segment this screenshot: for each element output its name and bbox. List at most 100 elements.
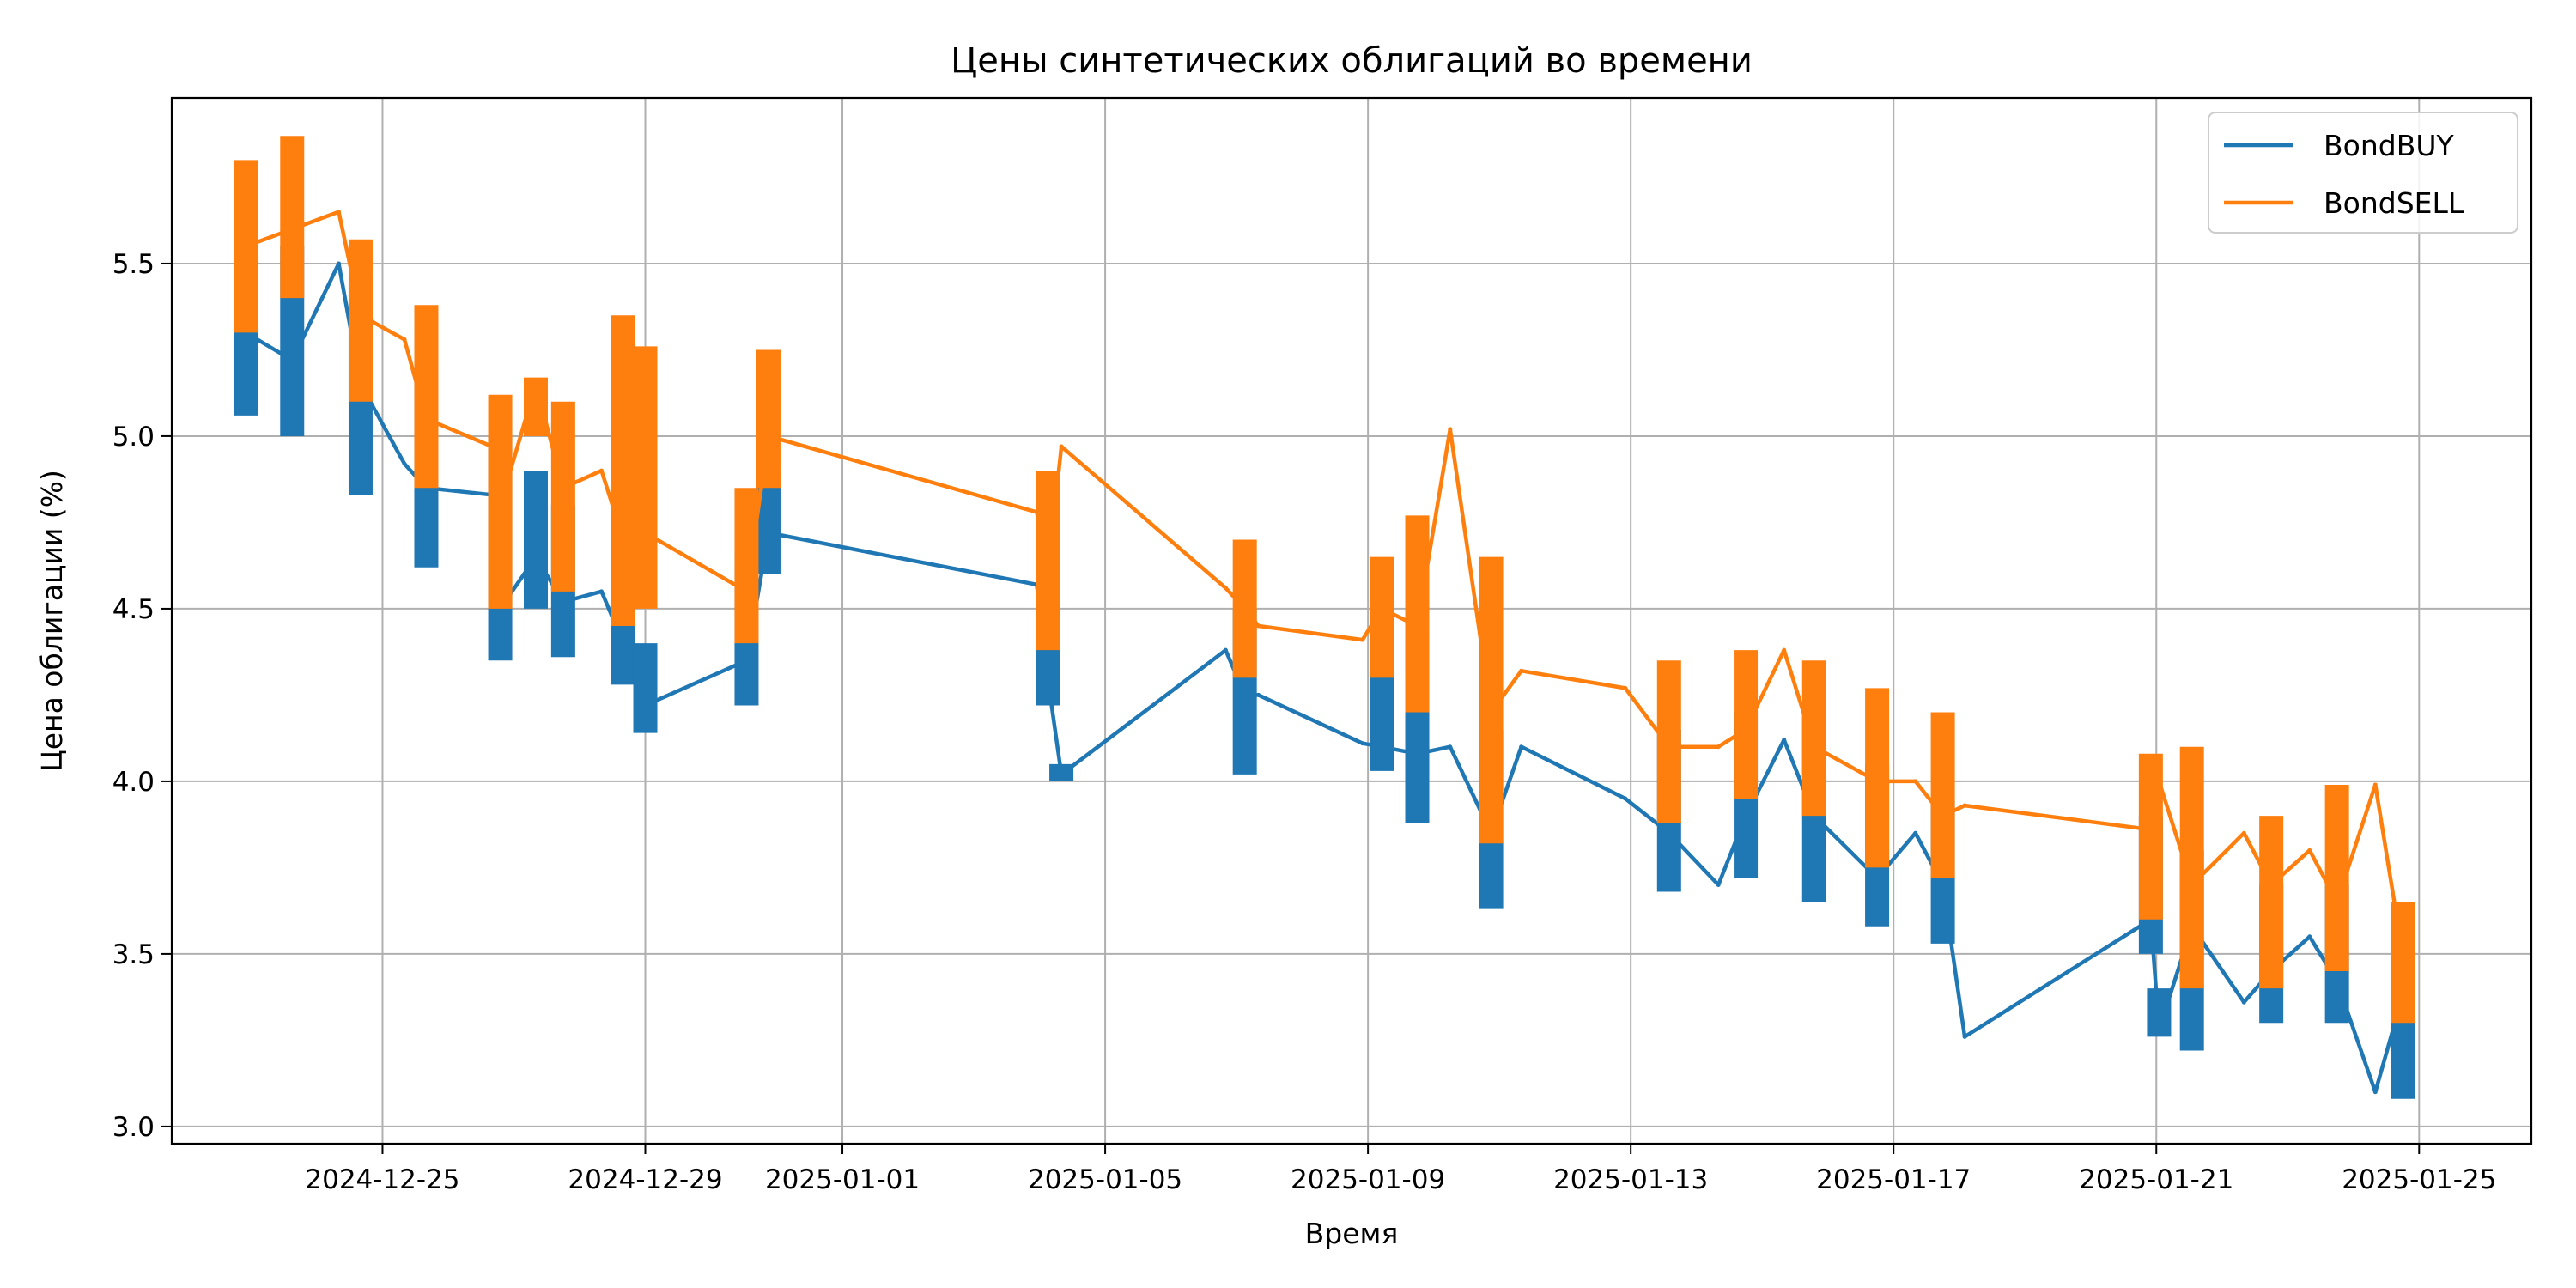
y-axis-label: Цена облигации (%) [35, 470, 69, 772]
data-point-bondbuy [1256, 692, 1261, 697]
data-point-bondsell [2190, 883, 2195, 888]
legend-label-bondbuy: BondBUY [2324, 129, 2454, 162]
data-point-bondsell [1519, 668, 1524, 673]
data-point-bondsell [289, 227, 295, 232]
data-point-bondbuy [643, 702, 648, 708]
data-point-bondsell [1782, 647, 1787, 653]
data-point-bondbuy [2241, 999, 2246, 1005]
data-point-bondsell [1242, 606, 1248, 611]
y-tick-label: 4.5 [112, 594, 155, 625]
x-axis: 2024-12-25 2024-12-29 2025-01-01 2025-01-05… [305, 1144, 2496, 1195]
data-point-bondsell [1223, 586, 1228, 591]
data-point-bondbuy [1242, 692, 1248, 697]
x-tick-label: 2025-01-09 [1291, 1164, 1445, 1195]
data-point-bondbuy [1962, 1034, 1967, 1039]
data-point-bondsell [1256, 623, 1261, 629]
data-point-bondsell [1045, 572, 1050, 577]
data-point-bondsell [599, 468, 605, 473]
y-tick-label: 3.0 [112, 1112, 155, 1143]
data-point-bondbuy [533, 555, 538, 560]
x-tick-label: 2024-12-29 [568, 1164, 722, 1195]
data-point-bondsell [1716, 744, 1721, 750]
series-bondsell [234, 136, 2415, 1024]
data-point-bondbuy [599, 589, 605, 594]
data-point-bondsell [1667, 744, 1672, 750]
legend-label-bondsell: BondSELL [2324, 186, 2464, 220]
y-tick-label: 5.5 [112, 249, 155, 280]
data-point-bondsell [2148, 827, 2154, 832]
data-point-bondsell [2241, 830, 2246, 835]
x-axis-label: Время [1305, 1217, 1399, 1250]
data-point-bondsell [336, 210, 341, 215]
data-point-bondsell [2400, 951, 2405, 957]
data-point-bondbuy [1716, 883, 1721, 888]
data-point-bondbuy [561, 599, 566, 605]
data-point-bondbuy [1519, 744, 1524, 750]
data-point-bondsell [744, 589, 749, 594]
chart-title: Цены синтетических облигаций во времени [951, 41, 1753, 81]
data-point-bondsell [2156, 779, 2161, 784]
x-tick-label: 2025-01-13 [1553, 1164, 1708, 1195]
y-tick-label: 4.0 [112, 767, 155, 798]
data-point-bondbuy [1448, 744, 1453, 750]
data-point-bondbuy [1360, 741, 1365, 746]
data-point-bondbuy [402, 461, 407, 466]
data-point-bondbuy [766, 530, 771, 535]
data-point-bondbuy [621, 641, 626, 646]
x-tick-label: 2025-01-21 [2079, 1164, 2233, 1195]
data-point-bondsell [561, 485, 566, 490]
data-point-bondsell [1360, 637, 1365, 642]
data-point-bondsell [1415, 623, 1420, 629]
legend: BondBUY BondSELL [2208, 112, 2518, 234]
data-point-bondsell [2269, 883, 2274, 888]
data-point-bondbuy [2372, 1090, 2378, 1095]
data-point-bondsell [1962, 803, 1967, 808]
data-point-bondsell [1941, 813, 1946, 818]
data-point-bondsell [243, 244, 248, 249]
data-point-bondsell [1913, 779, 1918, 784]
data-point-bondbuy [1045, 675, 1050, 680]
grid [172, 98, 2531, 1144]
data-point-bondbuy [336, 261, 341, 266]
data-point-bondsell [766, 434, 771, 439]
data-point-bondbuy [1623, 796, 1628, 801]
data-point-bondsell [1812, 744, 1817, 750]
data-point-bondbuy [1874, 875, 1880, 880]
data-point-bondbuy [1059, 772, 1064, 777]
data-point-bondsell [498, 502, 503, 507]
plot-frame [170, 96, 2533, 1145]
data-point-bondsell [1448, 427, 1453, 432]
data-point-bondsell [1874, 779, 1880, 784]
data-point-bondbuy [1415, 751, 1420, 756]
data-point-bondsell [533, 382, 538, 387]
data-point-bondbuy [1667, 830, 1672, 835]
y-tick-label: 3.5 [112, 939, 155, 970]
data-point-bondsell [643, 530, 648, 535]
x-tick-label: 2025-01-17 [1816, 1164, 1971, 1195]
data-point-bondsell [1379, 606, 1384, 611]
data-point-bondsell [2307, 848, 2312, 853]
data-point-bondbuy [2307, 934, 2312, 939]
data-point-bondsell [2335, 900, 2340, 905]
data-point-bondsell [1059, 444, 1064, 449]
data-point-bondsell [621, 538, 626, 543]
y-axis: 3.0 3.5 4.0 4.5 5.0 5.5 [112, 249, 172, 1143]
data-point-bondbuy [1782, 738, 1787, 743]
y-tick-label: 5.0 [112, 422, 155, 453]
series-line-bondbuy [244, 261, 2405, 1094]
data-point-bondbuy [1941, 883, 1946, 888]
x-tick-label: 2025-01-25 [2342, 1164, 2496, 1195]
data-point-bondsell [2372, 782, 2378, 787]
x-tick-label: 2025-01-01 [765, 1164, 920, 1195]
data-point-bondbuy [2156, 1027, 2161, 1032]
data-point-bondbuy [1913, 830, 1918, 835]
data-point-bondsell [1623, 685, 1628, 690]
data-point-bondbuy [1743, 813, 1748, 818]
data-point-bondbuy [2335, 979, 2340, 984]
data-point-bondsell [1489, 710, 1494, 715]
data-point-bondsell [423, 416, 428, 422]
data-point-bondbuy [1223, 647, 1228, 653]
data-point-bondbuy [1379, 744, 1384, 750]
